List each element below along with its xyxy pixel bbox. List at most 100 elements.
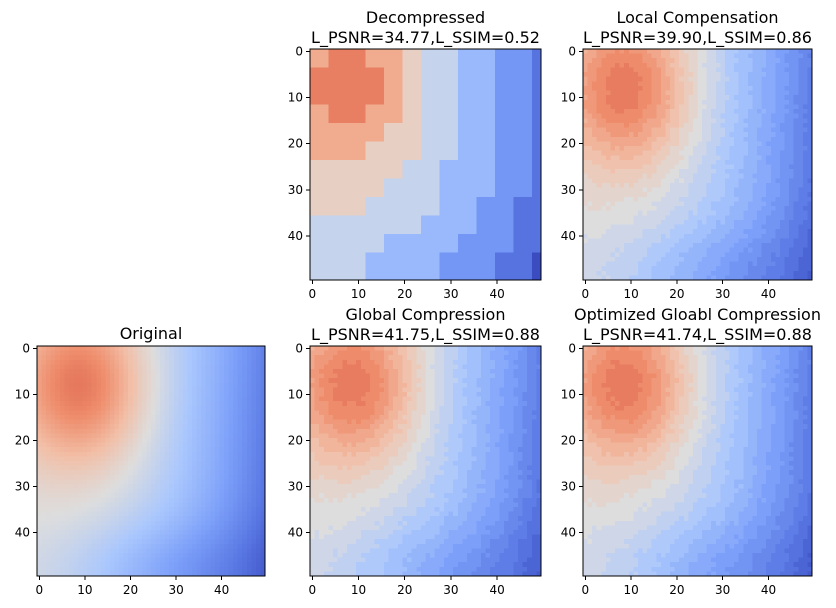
heatmap-cell: [536, 122, 542, 128]
heatmap-cell: [169, 405, 175, 411]
heatmap-cell: [205, 419, 211, 425]
heatmap-cell: [59, 479, 65, 485]
heatmap-cell: [333, 118, 339, 124]
heatmap-cell: [214, 557, 220, 563]
heatmap-cell: [430, 141, 436, 147]
heatmap-cell: [192, 461, 197, 466]
heatmap-cell: [128, 392, 134, 397]
heatmap-cell: [504, 243, 510, 249]
heatmap-cell: [337, 238, 343, 244]
heatmap-cell: [527, 238, 533, 244]
heatmap-cell: [164, 346, 170, 351]
heatmap-cell: [123, 451, 129, 457]
heatmap-cell: [430, 178, 436, 184]
heatmap-cell: [346, 85, 352, 91]
heatmap-cell: [50, 424, 56, 430]
heatmap-cell: [499, 243, 505, 249]
heatmap-cell: [178, 474, 184, 480]
heatmap-cell: [37, 405, 42, 411]
heatmap-cell: [41, 516, 47, 522]
heatmap-cell: [443, 229, 449, 235]
heatmap-cell: [205, 553, 211, 558]
heatmap-cell: [182, 543, 188, 549]
heatmap-cell: [439, 201, 445, 207]
heatmap-cell: [91, 530, 97, 535]
heatmap-cell: [522, 247, 528, 253]
heatmap-cell: [527, 270, 533, 276]
heatmap-cell: [114, 507, 120, 512]
heatmap-cell: [201, 465, 207, 471]
heatmap-cell: [360, 136, 366, 142]
heatmap-cell: [132, 520, 138, 526]
heatmap-cell: [41, 355, 47, 361]
heatmap-cell: [402, 99, 408, 105]
heatmap-cell: [132, 493, 138, 499]
heatmap-cell: [201, 484, 207, 489]
heatmap-cell: [137, 557, 143, 563]
heatmap-cell: [87, 530, 93, 535]
heatmap-cell: [448, 99, 454, 105]
heatmap-cell: [374, 72, 380, 78]
heatmap-cell: [246, 484, 252, 489]
heatmap-cell: [260, 378, 266, 384]
heatmap-cell: [73, 488, 79, 494]
heatmap-cell: [146, 479, 152, 485]
heatmap-cell: [87, 419, 93, 425]
heatmap-cell: [82, 378, 88, 384]
heatmap-cell: [96, 493, 102, 499]
heatmap-cell: [471, 136, 477, 142]
heatmap-cell: [439, 122, 445, 128]
heatmap-cell: [155, 364, 161, 370]
heatmap-cell: [323, 275, 329, 281]
heatmap-cell: [374, 81, 380, 87]
heatmap-cell: [480, 247, 486, 253]
heatmap-cell: [425, 67, 431, 73]
heatmap-cell: [397, 215, 403, 221]
heatmap-cell: [531, 270, 537, 276]
heatmap-cell: [68, 520, 74, 526]
heatmap-cell: [434, 164, 440, 170]
heatmap-cell: [517, 159, 523, 165]
heatmap-cell: [146, 415, 152, 420]
heatmap-cell: [476, 99, 482, 105]
heatmap-cell: [173, 566, 179, 572]
heatmap-cell: [388, 104, 394, 110]
heatmap-cell: [50, 451, 56, 457]
heatmap-cell: [164, 456, 170, 462]
heatmap-cell: [383, 118, 389, 124]
heatmap-cell: [323, 196, 329, 202]
heatmap-cell: [114, 387, 120, 393]
heatmap-cell: [137, 571, 143, 577]
heatmap-cell: [196, 456, 202, 462]
heatmap-cell: [214, 419, 220, 425]
heatmap-cell: [78, 511, 83, 517]
heatmap-cell: [100, 562, 106, 568]
heatmap-cell: [68, 474, 74, 480]
heatmap-cell: [128, 461, 134, 466]
heatmap-cell: [114, 438, 120, 443]
heatmap-cell: [517, 146, 523, 151]
heatmap-cell: [407, 118, 412, 124]
heatmap-cell: [467, 85, 473, 91]
heatmap-cell: [457, 62, 463, 68]
heatmap-cell: [73, 451, 79, 457]
heatmap-cell: [164, 405, 170, 411]
heatmap-cell: [499, 182, 505, 188]
heatmap-cell: [494, 270, 500, 276]
heatmap-cell: [462, 81, 468, 87]
heatmap-cell: [342, 219, 348, 225]
heatmap-cell: [50, 364, 56, 370]
heatmap-cell: [59, 456, 65, 462]
heatmap-cell: [397, 270, 403, 276]
heatmap-cell: [374, 247, 380, 253]
heatmap-cell: [78, 553, 83, 558]
heatmap-cell: [393, 201, 399, 207]
heatmap-cell: [522, 192, 528, 198]
heatmap-cell: [105, 405, 111, 411]
heatmap-cell: [91, 359, 97, 365]
heatmap-cell: [504, 178, 510, 184]
heatmap-cell: [109, 557, 115, 563]
heatmap-cell: [96, 382, 102, 388]
heatmap-cell: [407, 113, 412, 119]
heatmap-cell: [397, 210, 403, 216]
